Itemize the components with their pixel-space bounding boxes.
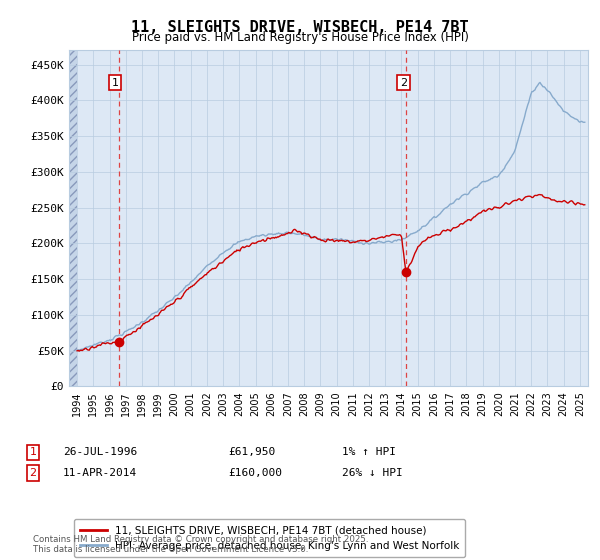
- Text: 2: 2: [29, 468, 37, 478]
- Legend: 11, SLEIGHTS DRIVE, WISBECH, PE14 7BT (detached house), HPI: Average price, deta: 11, SLEIGHTS DRIVE, WISBECH, PE14 7BT (d…: [74, 519, 466, 557]
- Text: Contains HM Land Registry data © Crown copyright and database right 2025.
This d: Contains HM Land Registry data © Crown c…: [33, 535, 368, 554]
- Text: 1% ↑ HPI: 1% ↑ HPI: [342, 447, 396, 458]
- Text: 11-APR-2014: 11-APR-2014: [63, 468, 137, 478]
- Text: Price paid vs. HM Land Registry's House Price Index (HPI): Price paid vs. HM Land Registry's House …: [131, 31, 469, 44]
- Text: £61,950: £61,950: [228, 447, 275, 458]
- Text: 1: 1: [29, 447, 37, 458]
- Text: 26% ↓ HPI: 26% ↓ HPI: [342, 468, 403, 478]
- Text: 2: 2: [400, 78, 407, 87]
- Bar: [69, 50, 77, 386]
- Text: 26-JUL-1996: 26-JUL-1996: [63, 447, 137, 458]
- Text: £160,000: £160,000: [228, 468, 282, 478]
- Text: 11, SLEIGHTS DRIVE, WISBECH, PE14 7BT: 11, SLEIGHTS DRIVE, WISBECH, PE14 7BT: [131, 20, 469, 35]
- Text: 1: 1: [112, 78, 118, 87]
